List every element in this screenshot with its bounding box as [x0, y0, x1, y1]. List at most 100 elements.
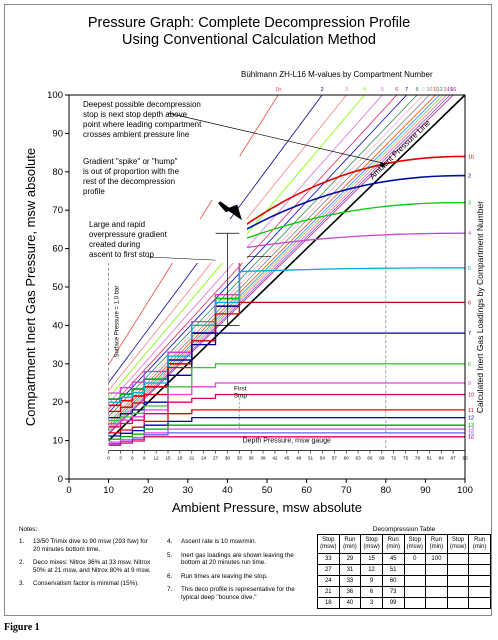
series-line-12: [108, 416, 465, 437]
note-text: Run times are leaving the stop.: [181, 572, 268, 580]
series-label-6: 6: [468, 300, 471, 306]
series-label-3: 3: [468, 201, 471, 207]
chart-title-line-1: Pressure Graph: Complete Decompression P…: [87, 15, 411, 31]
mvalue-label-8: 8: [415, 87, 418, 93]
overpressure-leader: [148, 256, 216, 261]
x-axis-label: Ambient Pressure, msw absolute: [172, 500, 362, 515]
deco-table-body: 33 29 15 45 0 100 27 31 12 51 24 33 9 60 21 36 6 73 18 40 3 9…: [317, 553, 491, 609]
note-item: 2. Deco mixes: Nitrox 36% at 33 msw, Nitr…: [19, 559, 154, 574]
mvalue-label-6: 6: [395, 87, 398, 93]
annotation-line: is out of proportion with the: [83, 167, 180, 176]
series-line-8: [108, 363, 465, 422]
x-tick-label: 0: [66, 485, 71, 496]
mvalue-label-16: 16: [450, 87, 456, 93]
x-tick-label: 50: [262, 485, 273, 496]
note-text: Inert gas loadings are shown leaving the…: [181, 551, 294, 567]
depth-tick-label: 12: [154, 456, 160, 461]
annotation-gradient: Gradient "spike" or "hump"is out of prop…: [81, 156, 241, 200]
deco-table-cell: [446, 575, 470, 587]
first-stop-label-1: First: [234, 385, 247, 392]
note-item: 5. Inert gas loadings are shown leaving t…: [167, 552, 302, 567]
depth-tick-label: 3: [119, 456, 122, 461]
x-tick-label: 100: [457, 485, 473, 496]
deco-table-cell: 12: [360, 564, 383, 576]
depth-tick-label: 51: [308, 456, 314, 461]
depth-tick-label: 27: [213, 456, 219, 461]
mvalue-line-1b: [108, 95, 279, 365]
series-label-12: 12: [468, 416, 474, 422]
y-tick-label: 20: [52, 397, 63, 408]
annotation-bg: [87, 219, 247, 263]
deco-table-row: 33 29 15 45 0 100: [317, 553, 491, 565]
chart-axes: 0 10 20 30 40 50 60 70 80 90 100010203040506070809…: [23, 90, 485, 515]
depth-scale-label: Depth Pressure, msw gauge: [243, 438, 331, 445]
deco-table-cell: [468, 553, 491, 565]
mvalue-label-12: 12: [437, 87, 443, 93]
deco-table-row: 27 31 12 51: [317, 564, 491, 576]
depth-tick-label: 39: [260, 456, 266, 461]
y-tick-label: 60: [52, 244, 63, 255]
annotation-line: profile: [83, 187, 105, 196]
series-line-2: [108, 174, 465, 400]
deco-table-cell: 100: [425, 553, 448, 565]
deco-table-cell: 99: [381, 597, 405, 609]
chart-title-line-2: Using Conventional Calculation Method: [122, 32, 376, 48]
mvalue-label-3: 3: [345, 87, 348, 93]
compartment-loading-series: [108, 155, 465, 446]
y-tick-label: 70: [52, 205, 63, 216]
y-tick-label: 40: [52, 320, 63, 331]
deco-table-cell: 51: [381, 564, 405, 576]
series-line-11: [108, 409, 465, 434]
x-tick-label: 80: [381, 485, 392, 496]
x-tick-label: 30: [183, 485, 194, 496]
deco-table-cell: [468, 586, 491, 598]
series-label-15: 15: [468, 431, 474, 437]
deco-table-cell: 21: [317, 586, 340, 598]
pressure-chart: 0 10 20 30 40 50 60 70 80 90 100010203040506070809…: [23, 87, 485, 515]
series-label-2: 2: [468, 174, 471, 180]
depth-tick-label: 87: [451, 456, 457, 461]
y-tick-label: 0: [58, 474, 63, 485]
deco-table-cell: [446, 586, 470, 598]
note-number: 4.: [167, 538, 173, 545]
deco-table-header-cell: Run (min): [338, 534, 362, 554]
mvalue-line-4: [108, 95, 366, 398]
note-number: 5.: [167, 551, 173, 559]
depth-tick-label: 24: [201, 456, 207, 461]
annotation-line: point where leading compartment: [83, 120, 202, 129]
mvalue-line-5: [108, 95, 383, 404]
series-label-7: 7: [468, 331, 471, 337]
depth-tick-label: 90: [462, 456, 468, 461]
deco-table-cell: 40: [338, 597, 362, 609]
deco-table-cell: [425, 575, 448, 587]
deco-table-header-cell: Stop (msw): [360, 534, 383, 554]
notes-left-column: 1. 13/50 Trimix dive to 90 msw (293 fsw) …: [19, 538, 154, 594]
x-tick-label: 20: [143, 485, 154, 496]
y-tick-label: 30: [52, 359, 63, 370]
series-line-7: [108, 332, 465, 419]
deco-table-cell: [425, 597, 448, 609]
annotation-arrow-deepest: [167, 112, 386, 165]
note-number: 7.: [167, 586, 173, 594]
deco-table-cell: 9: [360, 575, 383, 587]
depth-tick-label: 6: [131, 456, 134, 461]
series-label-11: 11: [468, 408, 474, 414]
deco-table-cell: [446, 564, 470, 576]
depth-tick-label: 57: [332, 456, 338, 461]
y-tick-label: 10: [52, 436, 63, 447]
annotation-line: Deepest possible decompression: [83, 100, 201, 109]
note-number: 3.: [19, 580, 25, 588]
mvalue-label-2: 2: [321, 87, 324, 93]
ambient-line-label: Ambient Pressure Line: [368, 118, 433, 181]
figure-caption: Figure 1: [4, 622, 40, 633]
deco-table-cell: [446, 553, 470, 565]
series-line-1b: [108, 155, 465, 407]
note-item: 3. Conservatism factor is minimal (15%).: [19, 580, 154, 588]
mvalue-label-15: 15: [447, 87, 453, 93]
deco-table-cell: 29: [338, 553, 362, 565]
annotation-bg: [81, 99, 241, 143]
deco-table-cell: 27: [317, 564, 340, 576]
note-item: 6. Run times are leaving the stop.: [167, 573, 302, 581]
deco-table-header-cell: Stop (msw): [446, 534, 470, 554]
